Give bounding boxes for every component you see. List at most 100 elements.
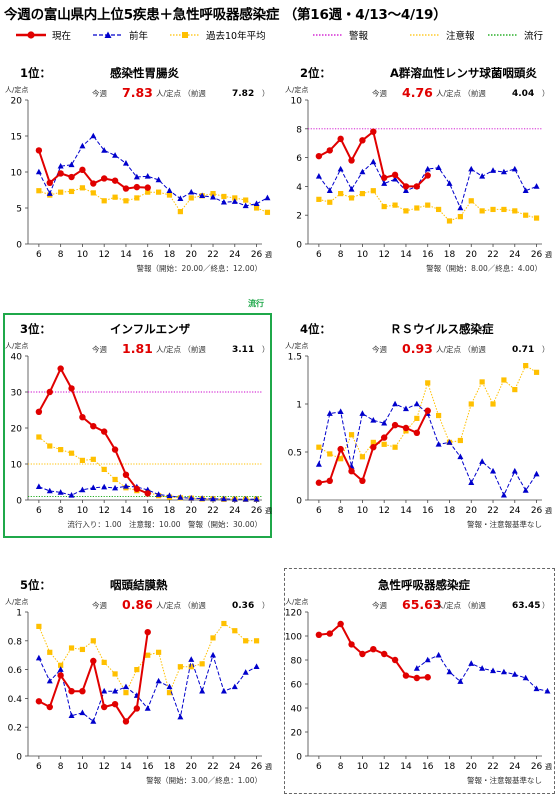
x-tick-label-5: 16: [422, 506, 434, 516]
current-point-2: [57, 672, 64, 679]
last-year-point-19: [242, 669, 249, 675]
last-year-point-0: [35, 483, 42, 489]
x-tick-label-5: 16: [422, 250, 434, 260]
x-unit-label: 週: [265, 762, 272, 771]
x-tick-label-7: 20: [466, 762, 478, 772]
prev-week-prefix: 人/定点 （前週: [156, 600, 206, 610]
last-year-point-6: [101, 483, 108, 490]
avg10-point-1: [47, 443, 53, 449]
chart-panel-6: 急性呼吸器感染症 人/定点 今週 65.63 人/定点 （前週 63.45） 0 20 40 60…: [280, 570, 555, 810]
last-year-point-1: [326, 410, 333, 416]
last-year-point-13: [457, 204, 464, 211]
last-year-point-20: [253, 200, 260, 206]
current-point-9: [133, 485, 141, 493]
legend-item-4: 注意報: [410, 30, 475, 42]
chart-rank: 3位：: [20, 322, 51, 336]
last-year-point-17: [220, 687, 227, 694]
last-year-point-10: [144, 705, 151, 711]
current-point-5: [370, 444, 377, 451]
y-tick-label-2: 4: [296, 183, 302, 193]
last-year-point-4: [359, 410, 366, 416]
current-point-6: [380, 434, 388, 441]
last-year-point-15: [479, 458, 486, 464]
current-point-4: [359, 650, 366, 658]
last-year-point-12: [166, 187, 173, 194]
last-year-point-7: [112, 484, 119, 491]
avg10-point-14: [188, 195, 194, 201]
legend-marker-1: [104, 31, 112, 38]
last-year-point-5: [370, 158, 377, 165]
last-year-point-7: [392, 175, 399, 182]
y-tick-label-1: 5: [16, 205, 22, 215]
x-tick-label-6: 18: [164, 762, 176, 772]
last-year-point-18: [231, 683, 238, 690]
last-year-point-20: [253, 663, 260, 670]
x-tick-label-2: 10: [77, 250, 89, 260]
current-point-1: [326, 147, 333, 154]
current-point-10: [424, 172, 431, 179]
last-year-point-7: [490, 667, 497, 674]
avg10-point-17: [501, 206, 507, 213]
y-tick-label-2: 20: [11, 425, 23, 435]
x-tick-label-2: 10: [77, 506, 89, 516]
this-week-label: 今週: [372, 600, 387, 610]
avg10-point-16: [210, 635, 216, 641]
last-year-point-14: [468, 165, 475, 172]
last-year-point-10: [424, 165, 431, 172]
y-unit-label: 人/定点: [285, 597, 308, 606]
last-year-point-1: [46, 190, 53, 196]
y-tick-label-0: 0: [296, 753, 302, 763]
page-title: 今週の富山県内上位5疾患＋急性呼吸器感染症 （第16週・4/13〜4/19）: [4, 7, 447, 23]
last-year-point-3: [68, 161, 75, 168]
current-point-6: [100, 428, 108, 435]
avg10-point-13: [177, 209, 183, 215]
last-year-point-19: [522, 187, 529, 194]
x-tick-label-9: 24: [229, 506, 241, 516]
y-tick-label-6: 120: [285, 609, 302, 619]
y-tick-label-1: 20: [291, 729, 303, 739]
avg10-point-10: [425, 202, 431, 208]
last-year-point-8: [122, 483, 129, 489]
y-tick-label-4: 80: [291, 657, 303, 667]
current-point-8: [122, 185, 130, 192]
current-value: 0.93: [402, 341, 433, 356]
prev-week-prefix: 人/定点 （前週: [156, 88, 206, 98]
chart-disease: 感染性胃腸炎: [110, 66, 179, 80]
last-year-point-1: [46, 677, 53, 684]
current-point-6: [100, 175, 108, 182]
x-tick-label-4: 14: [120, 250, 132, 260]
avg10-point-16: [490, 206, 496, 213]
avg10-point-5: [370, 439, 376, 445]
x-tick-label-2: 10: [357, 762, 369, 772]
avg10-point-20: [253, 205, 260, 211]
x-tick-label-0: 6: [36, 506, 42, 516]
previous-value: 0.71: [512, 345, 534, 355]
chart-disease: 急性呼吸器感染症: [378, 578, 470, 592]
last-year-point-11: [155, 176, 162, 183]
last-year-point-5: [370, 417, 377, 423]
x-tick-label-4: 14: [120, 506, 132, 516]
prev-week-prefix: 人/定点 （前週: [436, 88, 486, 98]
last-year-point-20: [533, 470, 540, 477]
avg10-point-5: [90, 456, 96, 462]
last-year-point-1: [46, 487, 53, 494]
x-tick-label-0: 6: [316, 762, 322, 772]
avg10-point-16: [210, 191, 216, 197]
current-point-8: [122, 471, 130, 478]
last-year-point-8: [500, 668, 507, 675]
x-tick-label-5: 16: [142, 250, 154, 260]
y-tick-label-2: 0.4: [8, 695, 23, 705]
last-year-point-2: [57, 162, 64, 169]
avg10-point-7: [392, 444, 398, 450]
last-year-point-3: [348, 185, 355, 192]
current-point-10: [144, 628, 151, 636]
prev-week-suffix: ）: [262, 89, 270, 98]
last-year-point-11: [435, 164, 442, 170]
legend-item-1: 前年: [93, 30, 149, 42]
last-year-point-8: [122, 683, 129, 690]
current-point-9: [413, 429, 421, 436]
prev-week-suffix: ）: [542, 89, 550, 98]
last-year-point-2: [435, 651, 442, 658]
y-tick-label-2: 10: [11, 169, 23, 179]
